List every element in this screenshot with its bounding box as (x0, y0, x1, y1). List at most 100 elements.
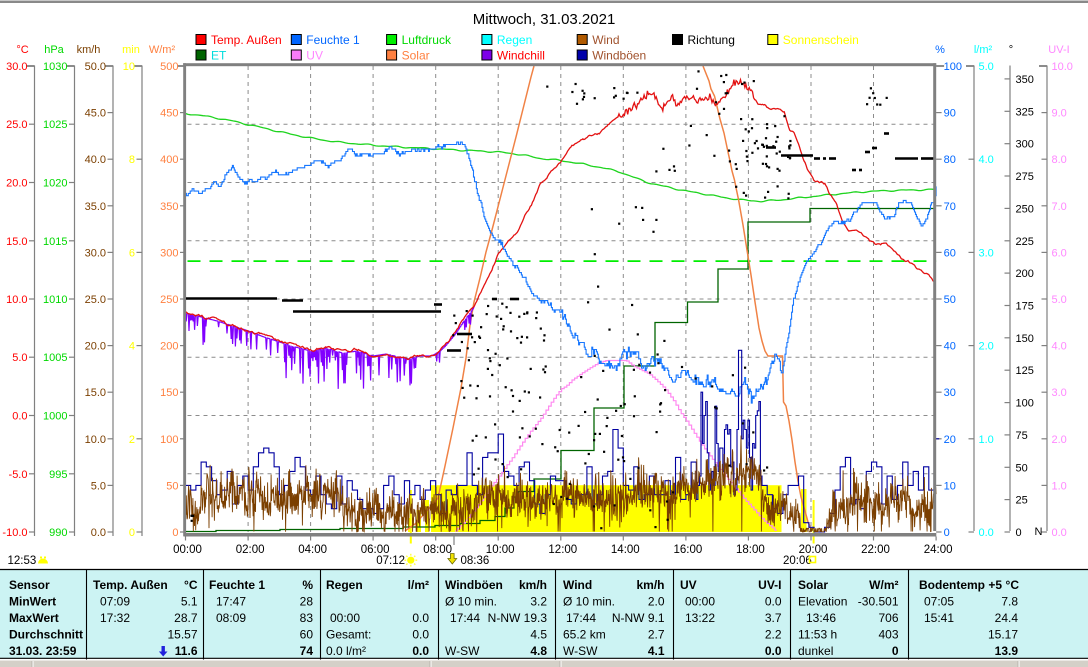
svg-text:00:00: 00:00 (330, 611, 360, 625)
svg-text:1.0: 1.0 (979, 434, 994, 446)
svg-text:70: 70 (944, 201, 956, 213)
svg-text:100: 100 (944, 61, 962, 73)
svg-text:10.0: 10.0 (1052, 61, 1073, 73)
svg-text:20: 20 (944, 434, 956, 446)
svg-text:17:44: 17:44 (450, 611, 480, 625)
svg-text:350: 350 (1016, 74, 1034, 86)
svg-text:20.0: 20.0 (6, 178, 27, 190)
svg-text:Durchschnitt: Durchschnitt (9, 628, 83, 642)
svg-text:0.0 l/m²: 0.0 l/m² (326, 644, 366, 658)
svg-text:Regen: Regen (497, 33, 532, 47)
svg-text:Temp. Außen: Temp. Außen (93, 578, 168, 592)
svg-text:2.2: 2.2 (765, 628, 782, 642)
svg-text:07:09: 07:09 (100, 595, 130, 609)
svg-text:24:00: 24:00 (924, 544, 953, 556)
svg-text:13.9: 13.9 (995, 644, 1019, 658)
svg-text:Elevation: Elevation (798, 595, 847, 609)
svg-text:5.0: 5.0 (12, 352, 27, 364)
svg-text:min: min (122, 44, 140, 56)
svg-text:00:00: 00:00 (685, 595, 715, 609)
svg-text:°C: °C (184, 578, 198, 592)
svg-text:20.0: 20.0 (85, 341, 106, 353)
svg-text:5.0: 5.0 (1052, 294, 1067, 306)
svg-text:5.0: 5.0 (979, 61, 994, 73)
svg-text:UV-I: UV-I (758, 578, 781, 592)
svg-text:0: 0 (172, 527, 178, 539)
svg-text:Feuchte 1: Feuchte 1 (209, 578, 265, 592)
svg-text:07:12: 07:12 (376, 555, 405, 567)
svg-text:Gesamt:: Gesamt: (326, 628, 371, 642)
svg-text:450: 450 (160, 108, 178, 120)
svg-text:22:00: 22:00 (861, 544, 890, 556)
svg-text:km/h: km/h (519, 578, 547, 592)
svg-text:10: 10 (944, 480, 956, 492)
svg-text:30.0: 30.0 (6, 61, 27, 73)
svg-text:Solar: Solar (798, 578, 828, 592)
svg-text:10:00: 10:00 (486, 544, 515, 556)
svg-text:83: 83 (300, 611, 314, 625)
svg-text:990: 990 (49, 527, 67, 539)
svg-text:50: 50 (166, 480, 178, 492)
svg-text:2.0: 2.0 (979, 341, 994, 353)
svg-text:74: 74 (300, 644, 314, 658)
svg-text:0.0: 0.0 (12, 411, 27, 423)
svg-text:2: 2 (129, 434, 135, 446)
svg-text:1030: 1030 (43, 61, 67, 73)
svg-text:2.0: 2.0 (648, 595, 665, 609)
svg-text:20:06: 20:06 (783, 555, 812, 567)
svg-text:08:36: 08:36 (461, 555, 490, 567)
svg-text:30: 30 (944, 387, 956, 399)
svg-text:100: 100 (1016, 398, 1034, 410)
svg-text:W/m²: W/m² (149, 44, 176, 56)
svg-text:10.0: 10.0 (6, 294, 27, 306)
svg-text:Windchill: Windchill (497, 49, 545, 63)
svg-text:24.4: 24.4 (995, 611, 1019, 625)
svg-text:0.0: 0.0 (765, 644, 782, 658)
svg-text:175: 175 (1016, 301, 1034, 313)
svg-text:04:00: 04:00 (298, 544, 327, 556)
svg-text:250: 250 (1016, 203, 1034, 215)
svg-text:km/h: km/h (636, 578, 664, 592)
svg-text:hPa: hPa (44, 44, 64, 56)
svg-text:02:00: 02:00 (236, 544, 265, 556)
svg-text:60: 60 (300, 628, 314, 642)
svg-text:18:00: 18:00 (736, 544, 765, 556)
svg-text:l/m²: l/m² (974, 44, 993, 56)
svg-text:1010: 1010 (43, 294, 67, 306)
svg-text:11.6: 11.6 (175, 644, 198, 658)
svg-text:3.2: 3.2 (530, 595, 547, 609)
svg-text:13:46: 13:46 (806, 611, 836, 625)
svg-text:0: 0 (944, 527, 950, 539)
svg-text:5.1: 5.1 (181, 595, 198, 609)
svg-text:1020: 1020 (43, 178, 67, 190)
svg-text:3.7: 3.7 (765, 611, 782, 625)
svg-text:4.0: 4.0 (979, 154, 994, 166)
svg-text:30.0: 30.0 (85, 247, 106, 259)
svg-text:3.0: 3.0 (979, 247, 994, 259)
svg-text:10: 10 (123, 61, 135, 73)
svg-text:UV: UV (680, 578, 697, 592)
svg-text:4.5: 4.5 (530, 628, 547, 642)
svg-text:Regen: Regen (326, 578, 363, 592)
svg-text:0: 0 (1016, 527, 1022, 539)
svg-text:8: 8 (129, 154, 135, 166)
svg-text:15:41: 15:41 (924, 611, 954, 625)
svg-text:250: 250 (160, 294, 178, 306)
svg-text:9.0: 9.0 (1052, 108, 1067, 120)
svg-text:45.0: 45.0 (85, 108, 106, 120)
svg-text:-5.0: -5.0 (9, 469, 28, 481)
svg-text:7.0: 7.0 (1052, 201, 1067, 213)
svg-text:2.0: 2.0 (1052, 434, 1067, 446)
svg-text:dunkel: dunkel (798, 644, 833, 658)
svg-text:1.0: 1.0 (1052, 480, 1067, 492)
svg-text:08:00: 08:00 (423, 544, 452, 556)
svg-text:15.0: 15.0 (85, 387, 106, 399)
svg-text:N: N (1035, 526, 1043, 538)
svg-text:75: 75 (1016, 430, 1028, 442)
svg-text:l/m²: l/m² (408, 578, 429, 592)
svg-text:12:00: 12:00 (548, 544, 577, 556)
svg-text:6: 6 (129, 247, 135, 259)
svg-text:Richtung: Richtung (688, 33, 735, 47)
svg-text:Windböen: Windböen (445, 578, 503, 592)
svg-text:17:44: 17:44 (566, 611, 596, 625)
